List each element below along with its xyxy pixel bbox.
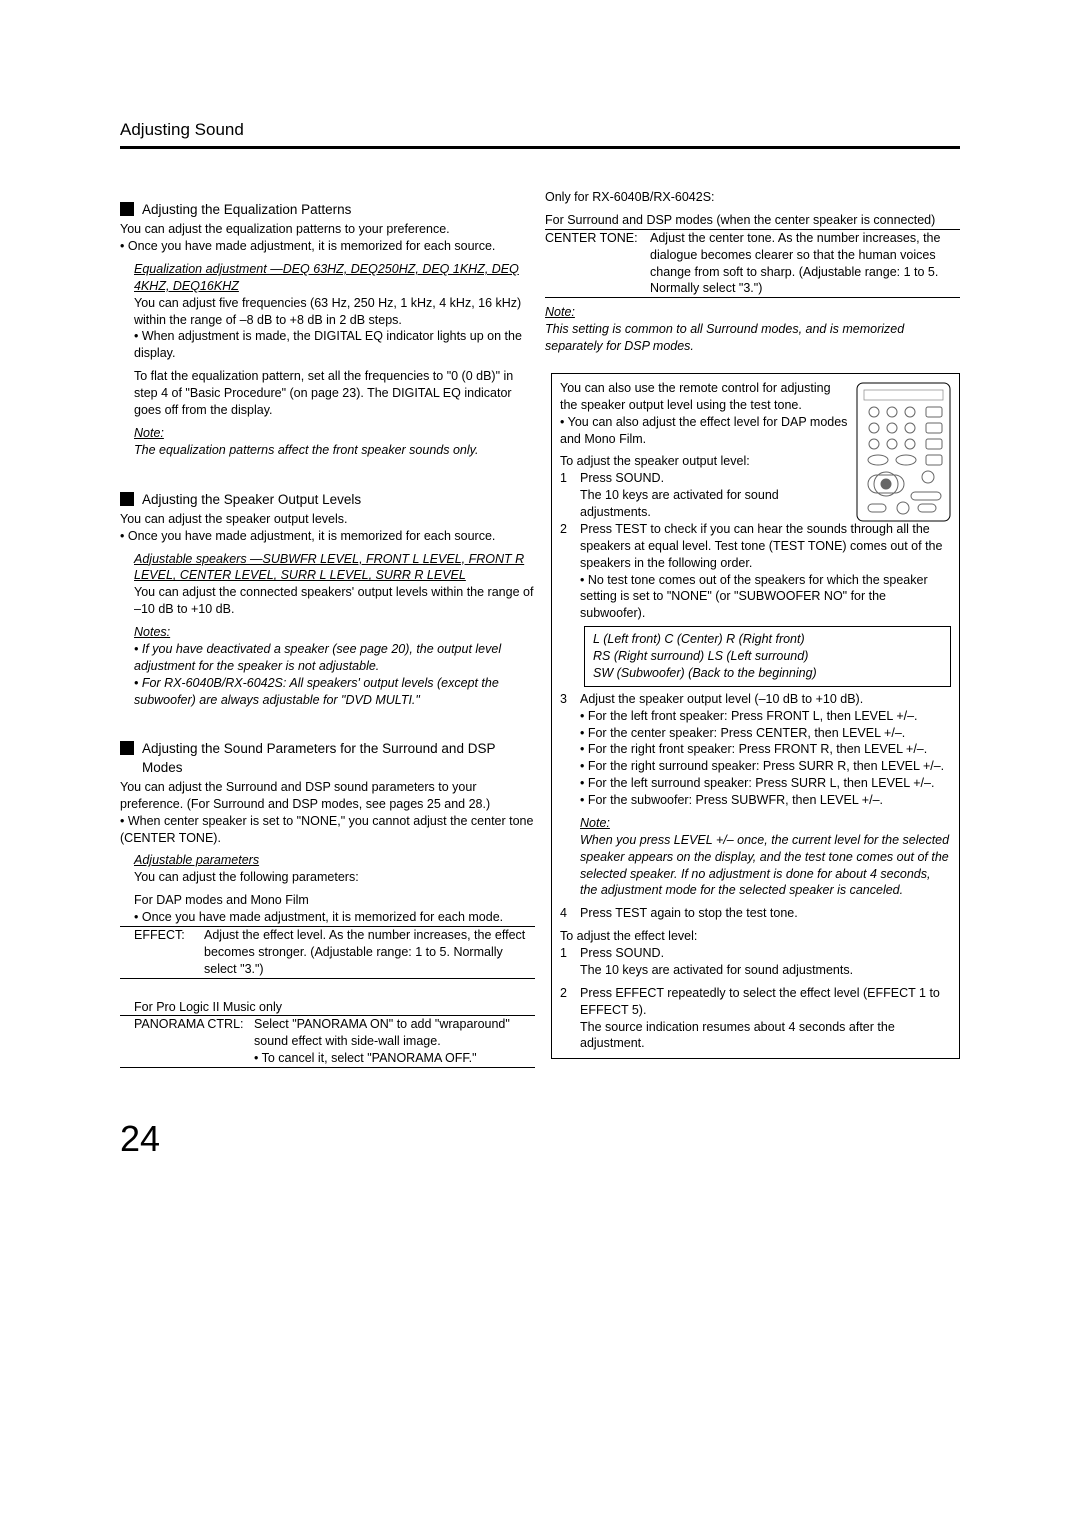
pl2-label: For Pro Logic II Music only: [134, 999, 535, 1016]
step3f: • For the subwoofer: Press SUBWFR, then …: [580, 792, 951, 809]
order1: L (Left front) C (Center) R (Right front…: [593, 631, 942, 648]
step3e: • For the left surround speaker: Press S…: [580, 775, 951, 792]
box-p1: You can also use the remote control for …: [560, 380, 851, 414]
section-marker-icon: [120, 202, 134, 216]
surr-dap-note: • Once you have made adjustment, it is m…: [134, 909, 535, 926]
spk-notes-label: Notes:: [134, 624, 535, 641]
surr-sub1: Adjustable parameters: [134, 852, 535, 869]
spk-n2: • For RX-6040B/RX-6042S: All speakers' o…: [134, 675, 535, 709]
eq-p2: • Once you have made adjustment, it is m…: [120, 238, 535, 255]
panorama-body2: • To cancel it, select "PANORAMA OFF.": [254, 1050, 535, 1067]
step3-note-label: Note:: [580, 815, 951, 832]
panorama-term: PANORAMA CTRL:: [134, 1016, 254, 1067]
box-p2: • You can also adjust the effect level f…: [560, 414, 851, 448]
left-column: Adjusting the Equalization Patterns You …: [120, 189, 535, 1068]
order3: SW (Subwoofer) (Back to the beginning): [593, 665, 942, 682]
effect-term: EFFECT:: [134, 927, 204, 978]
panorama-body1: Select "PANORAMA ON" to add "wraparound"…: [254, 1016, 535, 1050]
surr-title-row: Adjusting the Sound Parameters for the S…: [120, 740, 535, 776]
step3-note-body: When you press LEVEL +/– once, the curre…: [580, 832, 951, 900]
step3: 3 Adjust the speaker output level (–10 d…: [560, 691, 951, 900]
step4-text: Press TEST again to stop the test tone.: [580, 905, 951, 922]
effect-body: Adjust the effect level. As the number i…: [204, 927, 535, 978]
step-num: 2: [560, 985, 580, 1053]
spk-p2: • Once you have made adjustment, it is m…: [120, 528, 535, 545]
eq-title-row: Adjusting the Equalization Patterns: [120, 201, 535, 219]
panorama-row: PANORAMA CTRL: Select "PANORAMA ON" to a…: [134, 1016, 535, 1067]
remote-instructions-box: You can also use the remote control for …: [551, 373, 960, 1059]
effect-row: EFFECT: Adjust the effect level. As the …: [134, 927, 535, 978]
step-num: 3: [560, 691, 580, 900]
surr-p1: You can adjust the Surround and DSP soun…: [120, 779, 535, 813]
order2: RS (Right surround) LS (Left surround): [593, 648, 942, 665]
eff-step2-text: Press EFFECT repeatedly to select the ef…: [580, 985, 951, 1019]
spk-title-row: Adjusting the Speaker Output Levels: [120, 491, 535, 509]
section-marker-icon: [120, 741, 134, 755]
surr-title: Adjusting the Sound Parameters for the S…: [142, 740, 535, 776]
panorama-body: Select "PANORAMA ON" to add "wraparound"…: [254, 1016, 535, 1067]
step1-sub: The 10 keys are activated for sound adju…: [580, 487, 851, 521]
only-label: Only for RX-6040B/RX-6042S:: [545, 189, 960, 206]
surr-p2: • When center speaker is set to "NONE," …: [120, 813, 535, 847]
step-num: 1: [560, 945, 580, 979]
right-note-label: Note:: [545, 304, 960, 321]
step2-sub: • No test tone comes out of the speakers…: [580, 572, 951, 623]
step4: 4 Press TEST again to stop the test tone…: [560, 905, 951, 922]
step-num: 2: [560, 521, 580, 622]
step-num: 4: [560, 905, 580, 922]
eff-head: To adjust the effect level:: [560, 928, 951, 945]
spk-title: Adjusting the Speaker Output Levels: [142, 491, 361, 509]
page-header: Adjusting Sound: [120, 120, 960, 149]
right-p1: For Surround and DSP modes (when the cen…: [545, 212, 960, 229]
step3d: • For the right surround speaker: Press …: [580, 758, 951, 775]
eff-step2: 2 Press EFFECT repeatedly to select the …: [560, 985, 951, 1053]
surr-p3: You can adjust the following parameters:: [134, 869, 535, 886]
step1: 1 Press SOUND. The 10 keys are activated…: [560, 470, 851, 521]
surr-dap: For DAP modes and Mono Film: [134, 892, 535, 909]
eq-note-label: Note:: [134, 425, 535, 442]
out-head: To adjust the speaker output level:: [560, 453, 851, 470]
spk-p1: You can adjust the speaker output levels…: [120, 511, 535, 528]
eq-note-body: The equalization patterns affect the fro…: [134, 442, 535, 459]
eq-p4: • When adjustment is made, the DIGITAL E…: [134, 328, 535, 362]
remote-control-icon: [856, 382, 951, 522]
step-num: 1: [560, 470, 580, 521]
step2-text: Press TEST to check if you can hear the …: [580, 521, 951, 572]
section-marker-icon: [120, 492, 134, 506]
step2: 2 Press TEST to check if you can hear th…: [560, 521, 951, 622]
center-tone-term: CENTER TONE:: [545, 230, 650, 298]
right-note-body: This setting is common to all Surround m…: [545, 321, 960, 355]
eff-step1-text: Press SOUND.: [580, 945, 951, 962]
eq-title: Adjusting the Equalization Patterns: [142, 201, 351, 219]
spk-n1: • If you have deactivated a speaker (see…: [134, 641, 535, 675]
step3-text: Adjust the speaker output level (–10 dB …: [580, 691, 951, 708]
step3c: • For the right front speaker: Press FRO…: [580, 741, 951, 758]
step1-text: Press SOUND.: [580, 470, 851, 487]
eff-step1-sub: The 10 keys are activated for sound adju…: [580, 962, 951, 979]
spk-p3: You can adjust the connected speakers' o…: [134, 584, 535, 618]
page-number: 24: [120, 1118, 960, 1160]
center-tone-body: Adjust the center tone. As the number in…: [650, 230, 960, 298]
eff-step2-sub: The source indication resumes about 4 se…: [580, 1019, 951, 1053]
eq-p5: To flat the equalization pattern, set al…: [134, 368, 535, 419]
step3a: • For the left front speaker: Press FRON…: [580, 708, 951, 725]
eq-p3: You can adjust five frequencies (63 Hz, …: [134, 295, 535, 329]
eff-step1: 1 Press SOUND. The 10 keys are activated…: [560, 945, 951, 979]
spk-sub1: Adjustable speakers —SUBWFR LEVEL, FRONT…: [134, 551, 535, 585]
center-tone-row: CENTER TONE: Adjust the center tone. As …: [545, 230, 960, 298]
eq-p1: You can adjust the equalization patterns…: [120, 221, 535, 238]
speaker-order-box: L (Left front) C (Center) R (Right front…: [584, 626, 951, 687]
eq-sub1: Equalization adjustment —DEQ 63HZ, DEQ25…: [134, 261, 535, 295]
step3b: • For the center speaker: Press CENTER, …: [580, 725, 951, 742]
right-column: Only for RX-6040B/RX-6042S: For Surround…: [545, 189, 960, 1068]
